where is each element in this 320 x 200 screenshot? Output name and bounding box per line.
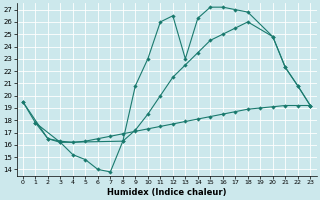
X-axis label: Humidex (Indice chaleur): Humidex (Indice chaleur) [107, 188, 226, 197]
